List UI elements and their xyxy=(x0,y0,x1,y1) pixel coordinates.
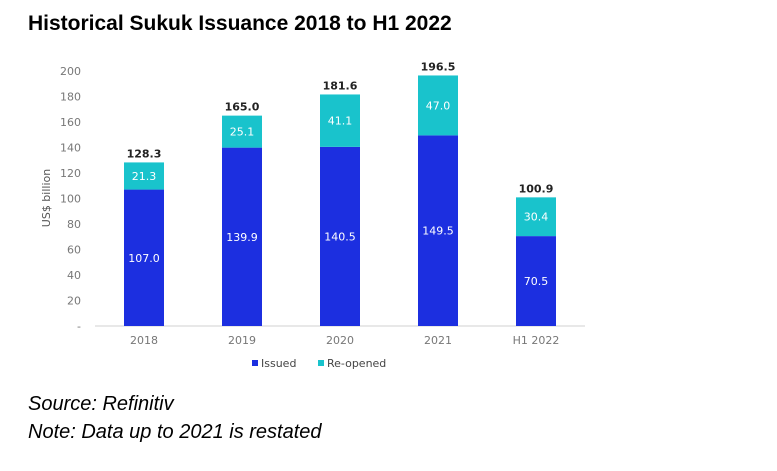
data-label-re-opened: 25.1 xyxy=(230,126,255,139)
y-tick-label: 100 xyxy=(60,193,81,206)
y-axis-ticks: - 20 40 60 80 100 120 140 160 180 200 xyxy=(60,65,81,333)
legend-swatch xyxy=(318,360,324,366)
x-tick-label: 2021 xyxy=(424,334,452,347)
y-tick-label: 200 xyxy=(60,65,81,78)
legend-label: Re-opened xyxy=(327,357,386,370)
y-axis-label: US$ billion xyxy=(40,169,53,227)
bar-re-opened xyxy=(124,162,164,190)
x-tick-label: 2019 xyxy=(228,334,256,347)
total-label: 100.9 xyxy=(519,182,554,195)
x-tick-label: 2018 xyxy=(130,334,158,347)
bar-re-opened xyxy=(418,75,458,136)
data-label-re-opened: 47.0 xyxy=(426,99,451,112)
bar-issued xyxy=(124,189,164,326)
total-label: 181.6 xyxy=(323,79,358,92)
y-tick-label: 160 xyxy=(60,116,81,129)
bar-issued xyxy=(516,236,556,326)
legend-swatch xyxy=(252,360,258,366)
y-tick-label: - xyxy=(77,320,81,333)
data-label-issued: 149.5 xyxy=(422,225,454,238)
legend-label: Issued xyxy=(261,357,296,370)
bar-issued xyxy=(418,135,458,326)
bar-issued xyxy=(222,147,262,326)
data-label-issued: 139.9 xyxy=(226,231,258,244)
legend: Issued Re-opened xyxy=(252,357,386,370)
x-tick-label: H1 2022 xyxy=(513,334,560,347)
total-label: 196.5 xyxy=(421,60,456,73)
y-tick-label: 120 xyxy=(60,167,81,180)
y-tick-label: 60 xyxy=(67,244,81,257)
y-tick-label: 20 xyxy=(67,295,81,308)
chart-title: Historical Sukuk Issuance 2018 to H1 202… xyxy=(28,12,452,35)
bar-re-opened xyxy=(320,94,360,147)
y-tick-label: 180 xyxy=(60,91,81,104)
data-label-re-opened: 41.1 xyxy=(328,115,353,128)
data-label-issued: 140.5 xyxy=(324,230,356,243)
bar-re-opened xyxy=(516,197,556,237)
y-tick-label: 40 xyxy=(67,269,81,282)
data-label-re-opened: 30.4 xyxy=(524,211,549,224)
y-tick-label: 80 xyxy=(67,218,81,231)
total-label: 128.3 xyxy=(127,147,162,160)
data-label-re-opened: 21.3 xyxy=(132,170,157,183)
x-tick-label: 2020 xyxy=(326,334,354,347)
bar-issued xyxy=(320,146,360,326)
y-tick-label: 140 xyxy=(60,142,81,155)
data-label-issued: 70.5 xyxy=(524,275,549,288)
source-note: Source: Refinitiv xyxy=(28,393,174,415)
data-label-issued: 107.0 xyxy=(128,252,160,265)
data-note: Note: Data up to 2021 is restated xyxy=(28,421,322,443)
bar-re-opened xyxy=(222,115,262,148)
total-label: 165.0 xyxy=(225,101,260,114)
bars-group: 107.0 21.3 128.3 2018 139.9 25.1 165.0 2019 140.… xyxy=(124,60,559,347)
